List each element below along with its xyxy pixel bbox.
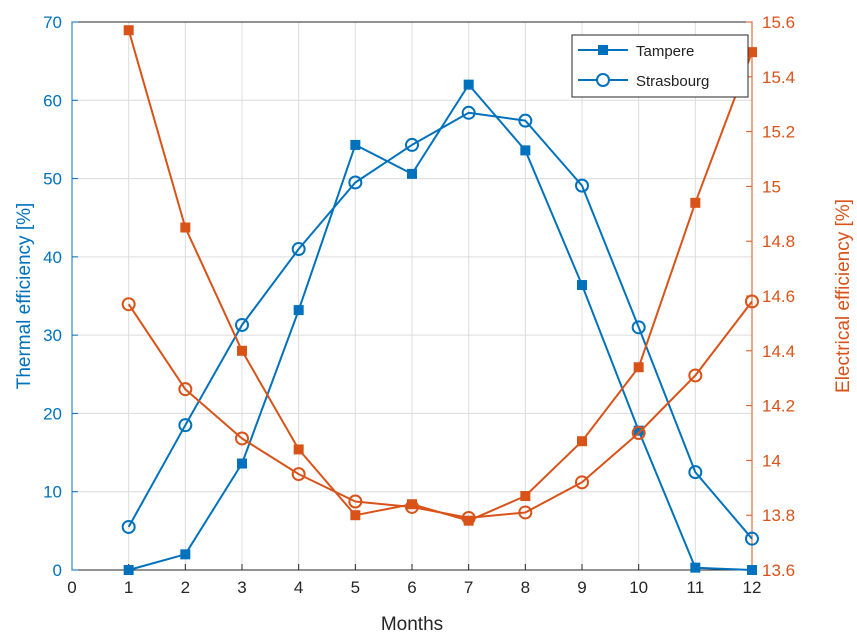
- series-1-point: [291, 242, 306, 257]
- series-1-point: [518, 113, 533, 128]
- y-left-tick-label: 40: [43, 248, 62, 267]
- x-tick-label: 5: [351, 578, 360, 597]
- series-3-point: [688, 368, 703, 383]
- legend-label-strasbourg: Strasbourg: [636, 73, 709, 90]
- series-0-point: [633, 425, 644, 436]
- legend-marker-square: [598, 45, 608, 55]
- series-3-point: [291, 467, 306, 482]
- series-1-point: [461, 105, 476, 120]
- y-left-tick-label: 10: [43, 483, 62, 502]
- series-2-point: [350, 510, 361, 521]
- series-0-point: [123, 565, 134, 575]
- x-tick-label: 9: [577, 578, 586, 597]
- y-left-tick-label: 60: [43, 91, 62, 110]
- series-2-point: [180, 222, 191, 233]
- y-right-tick-label: 15.6: [762, 13, 795, 32]
- series-0-point: [690, 562, 701, 573]
- series-1-point: [405, 137, 419, 152]
- series-2-point: [123, 25, 134, 36]
- series-2-point: [633, 362, 644, 373]
- x-tick-label: 6: [407, 578, 416, 597]
- series-1-point: [575, 178, 589, 193]
- series-3-point: [631, 426, 646, 440]
- series-1-point: [631, 320, 646, 335]
- y-right-tick-label: 15.2: [762, 123, 795, 142]
- y-right-tick-label: 14.6: [762, 287, 795, 306]
- series-3-line: [127, 300, 753, 519]
- series-1-point: [235, 317, 249, 332]
- series-2-point: [520, 491, 531, 502]
- x-tick-label: 12: [743, 578, 762, 597]
- series-3-point: [575, 475, 589, 490]
- series-1-point: [688, 465, 703, 480]
- series-0-point: [577, 280, 587, 291]
- series-0-point: [463, 79, 474, 90]
- x-tick-label: 4: [294, 578, 303, 597]
- x-tick-label: 2: [181, 578, 190, 597]
- y-left-tick-label: 30: [43, 326, 62, 345]
- x-tick-label: 11: [687, 578, 705, 597]
- x-tick-label: 1: [124, 578, 133, 597]
- series-3-point: [235, 431, 249, 446]
- series-3-point: [121, 297, 136, 312]
- x-tick-label: 10: [629, 578, 648, 597]
- x-axis-title: Months: [381, 614, 443, 635]
- series-0-point: [293, 305, 304, 316]
- series-2-point: [407, 499, 417, 510]
- y-axis-right-title: Electrical efficiency [%]: [833, 199, 854, 393]
- series-0-point: [747, 565, 757, 575]
- y-left-tick-label: 50: [43, 170, 62, 189]
- series-0-point: [180, 549, 191, 560]
- series-3-point: [348, 494, 363, 509]
- legend-marker-circle: [596, 73, 610, 87]
- y-right-tick-label: 15.4: [762, 68, 795, 87]
- series-1-point: [178, 418, 193, 433]
- x-tick-label: 0: [67, 578, 76, 597]
- legend-label-tampere: Tampere: [636, 43, 694, 60]
- series-0-point: [350, 139, 361, 150]
- series-0-line: [128, 83, 753, 571]
- series-3-point: [461, 510, 476, 525]
- y-left-tick-label: 20: [43, 404, 62, 423]
- y-right-tick-label: 14: [762, 451, 781, 470]
- y-right-tick-label: 15: [762, 177, 781, 196]
- x-tick-label: 8: [521, 578, 530, 597]
- series-3-point: [178, 382, 193, 397]
- y-right-tick-label: 13.8: [762, 506, 795, 525]
- tick-labels: 0 1 2 3 4 5 6 7 8 9 10 11 1201020304050607013.613.81…: [43, 13, 795, 597]
- y-right-tick-label: 13.6: [762, 561, 795, 580]
- series-3-point: [518, 505, 533, 520]
- series-1-line: [127, 111, 753, 540]
- series-2-point: [747, 47, 757, 58]
- series-2-point: [463, 515, 474, 526]
- y-axis-left-title: Thermal efficiency [%]: [14, 203, 35, 390]
- series-0-point: [520, 145, 531, 156]
- grid-lines: [71, 21, 753, 571]
- y-right-tick-label: 14.8: [762, 232, 795, 251]
- y-right-tick-label: 14.4: [762, 342, 795, 361]
- legend: Tampere Strasbourg: [571, 34, 749, 98]
- series-3-point: [745, 294, 759, 309]
- series-2-point: [293, 444, 304, 455]
- series-0-point: [407, 168, 417, 179]
- x-tick-label: 7: [464, 578, 473, 597]
- series-1-point: [348, 175, 363, 190]
- series-2-point: [577, 436, 587, 447]
- series-2-point: [690, 197, 701, 208]
- x-tick-label: 3: [237, 578, 246, 597]
- series-layer: [121, 25, 759, 575]
- y-left-tick-label: 0: [53, 561, 62, 580]
- y-right-tick-label: 14.2: [762, 397, 795, 416]
- series-2-line: [127, 29, 753, 522]
- series-0-point: [237, 458, 247, 469]
- series-3-point: [405, 499, 419, 514]
- series-1-point: [745, 531, 759, 546]
- series-2-point: [237, 345, 247, 356]
- series-1-point: [121, 519, 136, 534]
- y-left-tick-label: 70: [43, 13, 62, 32]
